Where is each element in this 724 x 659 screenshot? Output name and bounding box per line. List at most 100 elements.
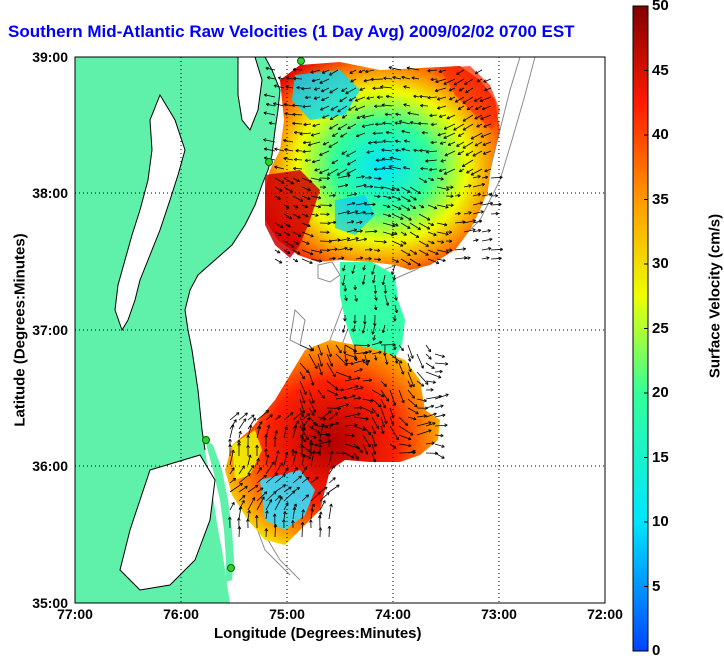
velocity-vector (238, 506, 242, 520)
velocity-vector-head (299, 133, 303, 136)
velocity-vector (395, 140, 402, 143)
velocity-vector-head (388, 66, 392, 70)
velocity-vector (364, 203, 376, 206)
velocity-vector-head (443, 81, 446, 85)
velocity-vector-head (437, 132, 441, 136)
velocity-vector-head (482, 183, 485, 187)
velocity-vector (346, 248, 353, 251)
velocity-vector-head (435, 79, 438, 83)
velocity-vector (434, 424, 448, 427)
velocity-vector-head (409, 121, 413, 125)
velocity-vector-head (382, 282, 386, 286)
velocity-vector-head (363, 80, 367, 83)
velocity-vector (398, 344, 404, 352)
velocity-vector (283, 486, 292, 493)
velocity-vector-head (319, 252, 323, 254)
velocity-vector-head (280, 260, 283, 264)
velocity-vector-head (288, 224, 291, 228)
velocity-vector (292, 249, 301, 255)
velocity-vector-head (279, 462, 283, 465)
velocity-vector-head (440, 159, 444, 162)
velocity-vector-head (263, 138, 267, 140)
velocity-vector (464, 78, 474, 85)
velocity-vector (332, 132, 339, 137)
velocity-vector (283, 502, 289, 511)
velocity-vector (229, 502, 235, 511)
velocity-vector (247, 497, 256, 511)
velocity-vector (354, 294, 358, 302)
velocity-vector (312, 159, 321, 163)
velocity-vector (346, 210, 359, 215)
velocity-vector-head (382, 166, 386, 169)
velocity-vector (229, 482, 243, 493)
velocity-vector-head (277, 495, 281, 497)
velocity-vector-head (291, 103, 295, 106)
velocity-vector (391, 195, 401, 201)
velocity-vector-head (369, 249, 373, 252)
velocity-vector-head (283, 103, 287, 107)
velocity-vector-head (291, 104, 295, 108)
velocity-vector (383, 77, 393, 80)
velocity-vector (310, 213, 319, 216)
velocity-vector-head (418, 262, 421, 266)
velocity-vector-head (233, 449, 235, 454)
velocity-vector-head (313, 96, 317, 99)
velocity-vector-head (358, 69, 362, 73)
velocity-vector-head (481, 211, 484, 214)
velocity-vector-head (323, 419, 327, 421)
velocity-vector (436, 186, 450, 190)
velocity-vector (344, 385, 359, 391)
velocity-vector (301, 476, 310, 484)
velocity-vector (317, 362, 323, 376)
velocity-vector-head (457, 151, 460, 155)
velocity-vector-head (340, 256, 345, 259)
velocity-vector-head (363, 78, 367, 82)
velocity-vector-head (454, 99, 458, 103)
velocity-vector-head (268, 499, 272, 502)
velocity-vector (490, 248, 503, 251)
velocity-vector-head (348, 107, 351, 111)
velocity-vector-head (423, 415, 427, 418)
velocity-vector-head (457, 195, 461, 198)
velocity-vector-head (431, 441, 435, 444)
velocity-vector-head (302, 413, 304, 417)
velocity-vector (347, 159, 357, 166)
velocity-vector (256, 491, 268, 502)
velocity-vector-head (295, 150, 299, 153)
velocity-vector-head (360, 256, 364, 259)
velocity-vector-head (369, 400, 374, 403)
velocity-vector (355, 211, 366, 215)
velocity-vector-head (486, 256, 490, 258)
velocity-vector-head (263, 139, 266, 142)
velocity-vector (274, 473, 286, 484)
velocity-vector (328, 451, 333, 466)
velocity-vector-head (238, 439, 241, 443)
velocity-vector (416, 415, 427, 418)
velocity-vector-head (307, 494, 309, 498)
velocity-vector (310, 132, 321, 136)
velocity-vector-head (343, 396, 347, 400)
velocity-vector (319, 204, 333, 206)
velocity-vector-head (416, 234, 420, 238)
velocity-vector-head (228, 444, 231, 447)
velocity-vector (310, 476, 319, 484)
velocity-vector (427, 249, 439, 255)
velocity-vector (400, 222, 411, 229)
velocity-vector (475, 105, 483, 110)
velocity-vector (365, 69, 375, 73)
velocity-vector (434, 353, 445, 358)
velocity-vector-head (392, 277, 395, 281)
velocity-vector (409, 249, 417, 255)
velocity-vector (353, 452, 359, 460)
velocity-vector (274, 496, 283, 511)
velocity-vector-head (377, 259, 381, 262)
velocity-vector-head (450, 186, 454, 189)
velocity-vector-head (325, 424, 329, 428)
velocity-vector-head (332, 374, 336, 378)
velocity-vector-head (366, 152, 370, 154)
velocity-vector (317, 433, 329, 436)
velocity-vector (400, 240, 407, 245)
velocity-vector-head (398, 120, 403, 122)
velocity-vector-head (238, 517, 241, 521)
velocity-vector (472, 183, 485, 188)
